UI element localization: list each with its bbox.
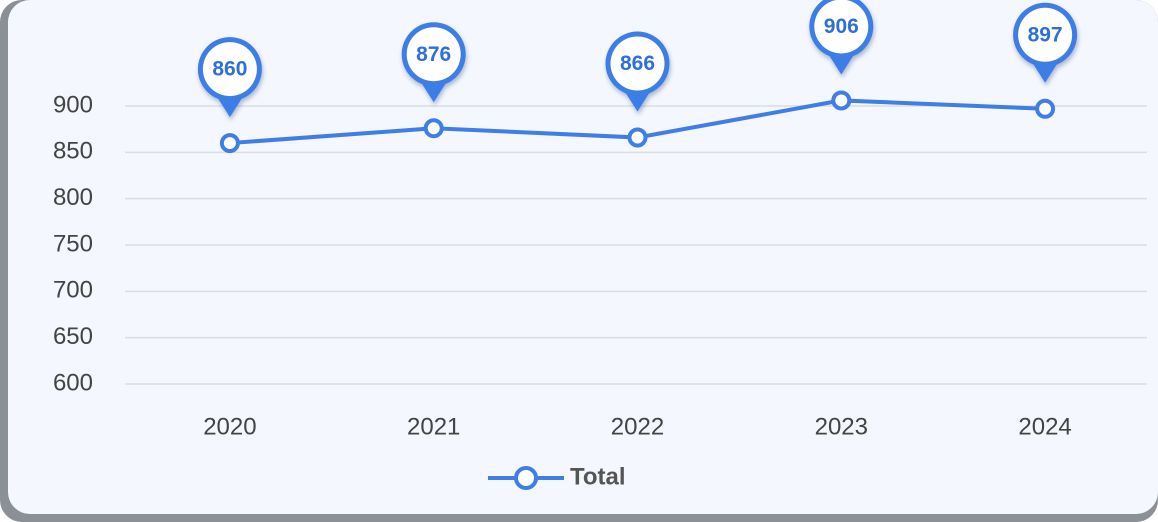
legend-marker — [514, 466, 538, 490]
x-tick-label: 2023 — [815, 413, 868, 440]
callout-face — [406, 27, 461, 82]
y-tick-label: 600 — [53, 369, 93, 396]
y-tick-label: 650 — [53, 323, 93, 350]
x-tick-label: 2024 — [1018, 413, 1071, 440]
value-label: 876 — [416, 43, 451, 66]
point — [219, 133, 240, 154]
x-tick-label: 2022 — [611, 413, 664, 440]
callout-pin — [1031, 60, 1060, 83]
callout-face — [1018, 7, 1073, 62]
x-tick-label: 2020 — [203, 413, 256, 440]
callout-pin — [215, 95, 244, 118]
y-tick-label: 850 — [53, 138, 93, 165]
y-tick-label: 800 — [53, 184, 93, 211]
value-callout — [809, 0, 874, 75]
value-callout — [401, 22, 466, 103]
callout-face — [202, 42, 257, 97]
value-callout — [197, 37, 262, 118]
value-callout — [1013, 2, 1078, 83]
callout-pin — [623, 89, 652, 112]
value-label: 906 — [824, 15, 859, 38]
value-label: 897 — [1028, 23, 1063, 46]
value-label: 860 — [212, 58, 247, 81]
value-callout — [605, 31, 670, 112]
y-tick-label: 750 — [53, 230, 93, 257]
point — [1035, 98, 1056, 119]
y-tick-label: 900 — [53, 91, 93, 118]
legend-label: Total — [570, 463, 626, 490]
callout-face — [814, 0, 869, 54]
card — [8, 0, 1158, 514]
callout-face — [610, 36, 665, 91]
point — [423, 118, 444, 139]
y-tick-label: 700 — [53, 277, 93, 304]
point — [627, 127, 648, 148]
value-label: 866 — [620, 52, 655, 75]
callout-pin — [419, 80, 448, 103]
x-tick-label: 2021 — [407, 413, 460, 440]
point — [831, 90, 852, 111]
callout-pin — [827, 52, 856, 75]
